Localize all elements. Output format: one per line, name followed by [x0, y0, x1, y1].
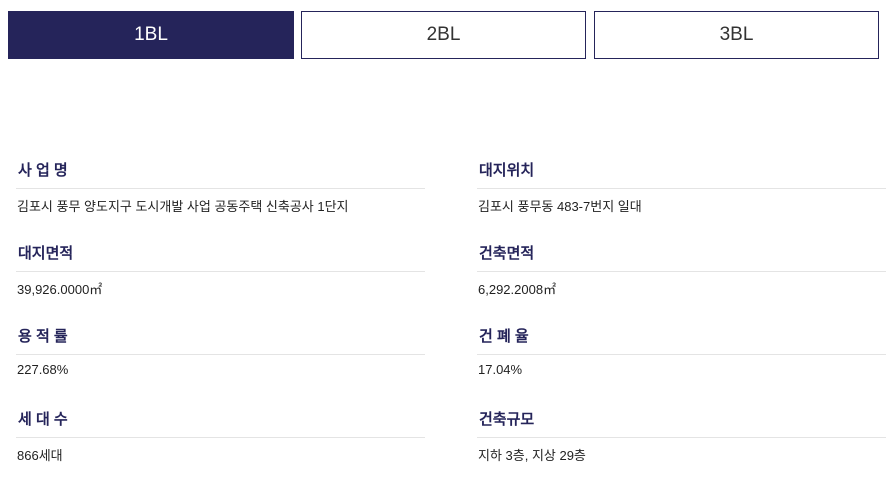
field-value: 6,292.2008㎡ [478, 282, 557, 297]
field-value: 17.04% [478, 362, 523, 377]
field-building-coverage: 건 폐 율 17.04% [477, 326, 886, 377]
field-value: 지하 3층, 지상 29층 [478, 448, 586, 463]
field-value: 김포시 풍무동 483-7번지 일대 [478, 199, 642, 214]
field-building-area: 건축면적 6,292.2008㎡ [477, 243, 886, 298]
field-label: 건축규모 [477, 409, 886, 438]
field-label: 건축면적 [477, 243, 886, 272]
field-site-area: 대지면적 39,926.0000㎡ [16, 243, 425, 298]
field-value: 39,926.0000㎡ [17, 282, 103, 297]
field-label: 건 폐 율 [477, 326, 886, 355]
tab-1bl[interactable]: 1BL [8, 11, 294, 59]
field-project-name: 사 업 명 김포시 풍무 양도지구 도시개발 사업 공동주택 신축공사 1단지 [16, 160, 425, 215]
field-label: 용 적 률 [16, 326, 425, 355]
tab-3bl[interactable]: 3BL [594, 11, 879, 59]
field-households: 세 대 수 866세대 [16, 409, 425, 464]
field-value: 227.68% [17, 362, 69, 377]
field-site-location: 대지위치 김포시 풍무동 483-7번지 일대 [477, 160, 886, 215]
field-value: 866세대 [17, 448, 63, 463]
field-building-scale: 건축규모 지하 3층, 지상 29층 [477, 409, 886, 464]
field-label: 사 업 명 [16, 160, 425, 189]
field-label: 세 대 수 [16, 409, 425, 438]
field-floor-area-ratio: 용 적 률 227.68% [16, 326, 425, 377]
field-label: 대지위치 [477, 160, 886, 189]
field-label: 대지면적 [16, 243, 425, 272]
field-value: 김포시 풍무 양도지구 도시개발 사업 공동주택 신축공사 1단지 [17, 199, 349, 214]
tab-2bl[interactable]: 2BL [301, 11, 586, 59]
